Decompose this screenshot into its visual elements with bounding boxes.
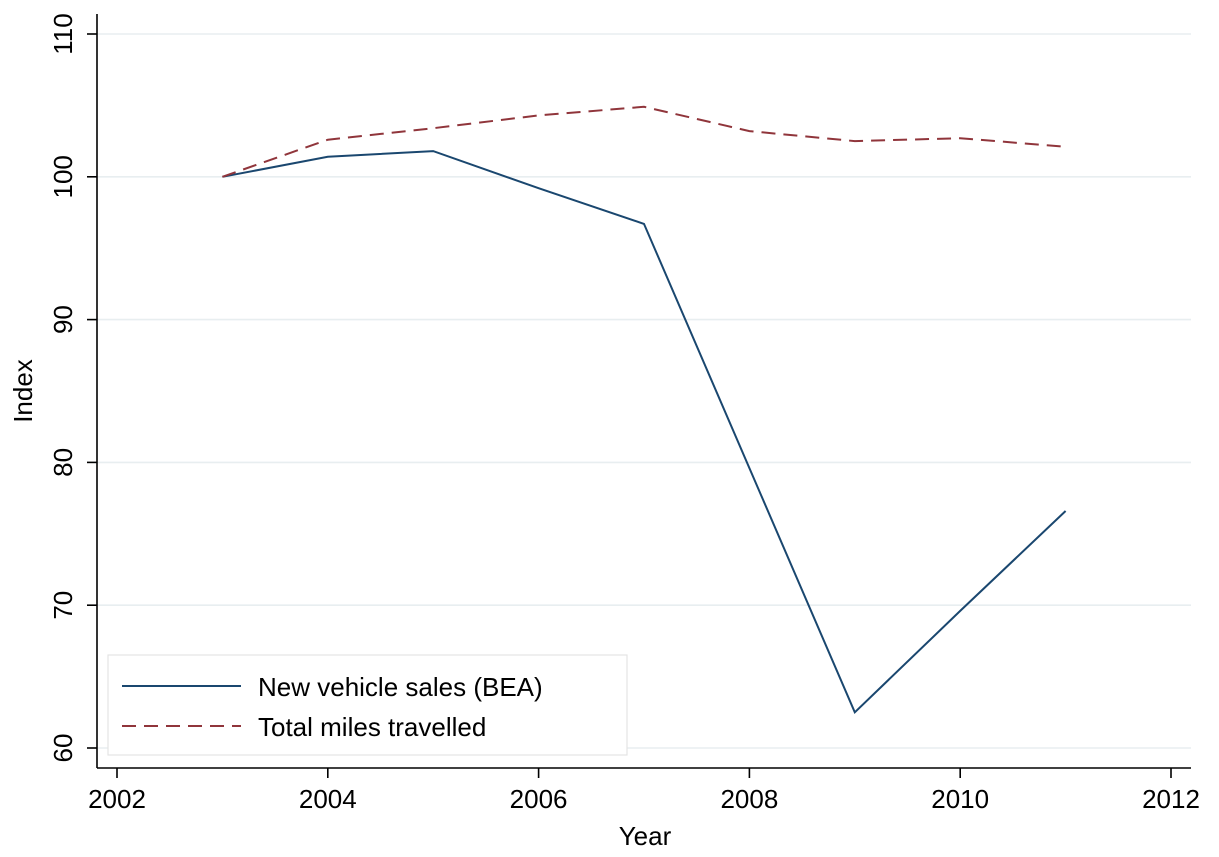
x-tick-label-2006: 2006: [510, 784, 568, 814]
y-tick-label-100: 100: [48, 155, 78, 198]
axes: [96, 14, 1191, 769]
y-tick-label-60: 60: [48, 734, 78, 763]
series-line-total-miles-travelled: [222, 105, 1066, 178]
x-tick-label-2010: 2010: [931, 784, 989, 814]
series-line-new-vehicle-sales: [222, 150, 1067, 715]
legend-label-new-vehicle-sales: New vehicle sales (BEA): [258, 672, 543, 702]
tick-marks: 60 70 80 90 100 110 2002 2004 2006 2008 2010 2012: [48, 13, 1200, 814]
legend: New vehicle sales (BEA) Total miles trav…: [107, 654, 628, 756]
y-tick-label-70: 70: [48, 591, 78, 620]
legend-label-total-miles: Total miles travelled: [258, 712, 486, 742]
x-tick-label-2002: 2002: [88, 784, 146, 814]
series-lines: [222, 105, 1067, 715]
x-tick-label-2004: 2004: [299, 784, 357, 814]
y-tick-label-90: 90: [48, 305, 78, 334]
y-axis-label: Index: [8, 359, 38, 423]
y-tick-label-80: 80: [48, 448, 78, 477]
legend-box: [107, 654, 628, 756]
x-tick-label-2012: 2012: [1142, 784, 1200, 814]
x-tick-label-2008: 2008: [720, 784, 778, 814]
grid-lines: [97, 33, 1191, 749]
x-axis-label: Year: [619, 821, 672, 851]
y-tick-label-110: 110: [48, 13, 78, 54]
